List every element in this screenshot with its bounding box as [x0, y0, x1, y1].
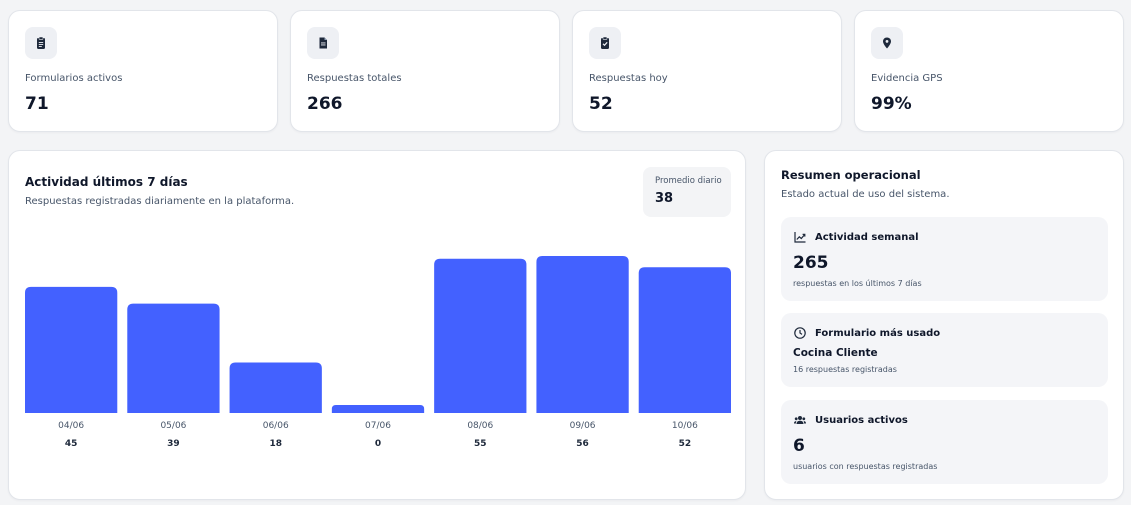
stat-value: 99% — [871, 94, 912, 114]
chart-bar — [229, 362, 322, 413]
active-users-label: Usuarios activos — [815, 414, 908, 426]
activity-title: Actividad últimos 7 días — [25, 175, 188, 189]
chart-value-label: 45 — [65, 439, 78, 449]
chart-bar — [25, 286, 118, 413]
stat-card-evidencia-gps: Evidencia GPS 99% — [854, 10, 1124, 132]
daily-average-box: Promedio diario 38 — [643, 167, 731, 217]
chart-x-tick-label: 06/06 — [263, 421, 289, 431]
activity-card: Actividad últimos 7 días Respuestas regi… — [8, 150, 746, 500]
weekly-activity-label: Actividad semanal — [815, 231, 919, 243]
top-form-box: Formulario más usado Cocina Cliente 16 r… — [781, 313, 1108, 387]
chart-x-tick-label: 07/06 — [365, 421, 391, 431]
daily-average-value: 38 — [655, 191, 674, 206]
clipboard-icon — [25, 27, 57, 59]
chart-value-label: 18 — [269, 439, 282, 449]
chart-bar — [434, 258, 527, 413]
chart-value-label: 39 — [167, 439, 180, 449]
stat-label: Respuestas hoy — [589, 73, 668, 84]
clipboard-check-icon — [589, 27, 621, 59]
stat-value: 52 — [589, 94, 613, 114]
summary-title: Resumen operacional — [781, 168, 921, 182]
stat-card-formularios-activos: Formularios activos 71 — [8, 10, 278, 132]
users-icon — [793, 413, 807, 427]
chart-x-tick-label: 05/06 — [160, 421, 186, 431]
stat-card-respuestas-hoy: Respuestas hoy 52 — [572, 10, 842, 132]
chart-x-tick-label: 08/06 — [467, 421, 493, 431]
chart-x-tick-label: 04/06 — [58, 421, 84, 431]
weekly-activity-box: Actividad semanal 265 respuestas en los … — [781, 217, 1108, 301]
chart-value-label: 56 — [576, 439, 589, 449]
stat-label: Respuestas totales — [307, 73, 402, 84]
daily-average-label: Promedio diario — [655, 176, 722, 186]
activity-subtitle: Respuestas registradas diariamente en la… — [25, 196, 295, 207]
active-users-box: Usuarios activos 6 usuarios con respuest… — [781, 400, 1108, 484]
chart-value-label: 52 — [679, 439, 692, 449]
activity-bar-chart: 04/06 45 05/06 39 06/06 18 07/06 0 08/06 55 09/06 5… — [25, 256, 731, 449]
active-users-note: usuarios con respuestas registradas — [793, 462, 938, 471]
document-icon — [307, 27, 339, 59]
weekly-activity-note: respuestas en los últimos 7 días — [793, 279, 922, 288]
chart-bar — [536, 256, 629, 413]
stat-card-respuestas-totales: Respuestas totales 266 — [290, 10, 560, 132]
top-form-label: Formulario más usado — [815, 327, 941, 339]
chart-x-tick-label: 09/06 — [570, 421, 596, 431]
summary-card: Resumen operacional Estado actual de uso… — [764, 150, 1124, 500]
stat-label: Evidencia GPS — [871, 73, 943, 84]
stat-value: 266 — [307, 94, 343, 114]
chart-value-label: 55 — [474, 439, 487, 449]
trend-chart-icon — [793, 230, 807, 244]
top-form-note: 16 respuestas registradas — [793, 365, 897, 374]
chart-bar — [638, 267, 731, 413]
stat-label: Formularios activos — [25, 73, 123, 84]
weekly-activity-value: 265 — [793, 253, 829, 273]
clock-icon — [793, 326, 807, 340]
chart-value-label: 0 — [375, 439, 381, 449]
location-pin-icon — [871, 27, 903, 59]
stat-value: 71 — [25, 94, 49, 114]
chart-bar — [127, 303, 220, 413]
active-users-value: 6 — [793, 436, 805, 456]
summary-subtitle: Estado actual de uso del sistema. — [781, 189, 950, 200]
chart-bar — [331, 405, 425, 413]
chart-x-tick-label: 10/06 — [672, 421, 698, 431]
top-form-name: Cocina Cliente — [793, 347, 878, 359]
